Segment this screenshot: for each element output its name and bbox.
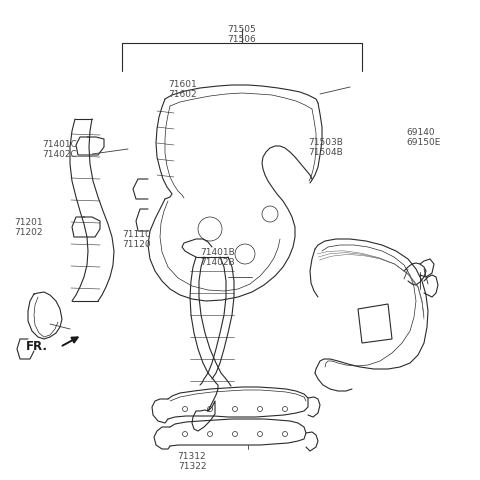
Text: 69140
69150E: 69140 69150E: [406, 128, 440, 147]
Text: 71505
71506: 71505 71506: [228, 25, 256, 44]
Text: 71110
71120: 71110 71120: [122, 229, 151, 249]
Text: 71503B
71504B: 71503B 71504B: [308, 138, 343, 157]
Text: 71401C
71402C: 71401C 71402C: [42, 140, 77, 159]
Text: FR.: FR.: [26, 339, 48, 352]
Text: 71401B
71402B: 71401B 71402B: [200, 248, 235, 267]
Text: 71601
71602: 71601 71602: [168, 80, 197, 99]
Text: 71201
71202: 71201 71202: [14, 217, 43, 237]
Text: 71312
71322: 71312 71322: [178, 451, 206, 470]
